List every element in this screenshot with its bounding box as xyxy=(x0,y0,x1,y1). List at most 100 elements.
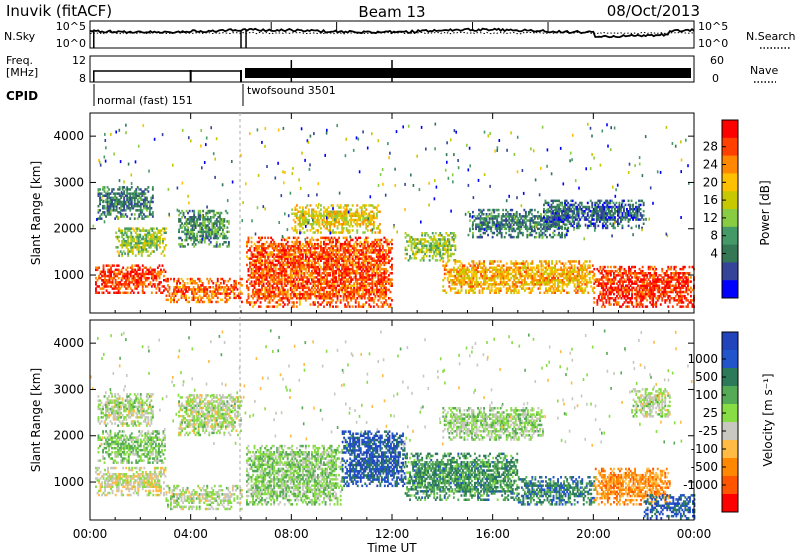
heatmap-cell xyxy=(516,285,519,288)
cpid-label: CPID xyxy=(6,89,38,103)
heatmap-cell xyxy=(100,217,103,220)
heatmap-cell xyxy=(570,264,573,267)
heatmap-cell xyxy=(332,272,334,275)
heatmap-cell xyxy=(336,261,339,265)
heatmap-cell xyxy=(194,224,197,227)
heatmap-cell xyxy=(140,279,143,282)
heatmap-cell xyxy=(215,245,218,248)
heatmap-cell xyxy=(227,241,230,244)
heatmap-cell xyxy=(298,278,301,281)
heatmap-cell xyxy=(282,249,285,252)
heatmap-cell xyxy=(333,276,336,279)
heatmap-cell xyxy=(332,274,334,277)
heatmap-cell xyxy=(279,251,282,254)
heatmap-cell xyxy=(99,215,101,218)
heatmap-cell xyxy=(280,297,283,300)
heatmap-cell xyxy=(262,255,265,258)
heatmap-cell xyxy=(255,269,257,273)
heatmap-cell xyxy=(301,255,304,258)
heatmap-cell xyxy=(222,288,225,291)
heatmap-cell xyxy=(312,284,315,287)
heatmap-cell xyxy=(344,272,347,275)
heatmap-cell xyxy=(295,284,298,287)
heatmap-cell xyxy=(201,284,204,287)
heatmap-cell xyxy=(212,230,215,234)
heatmap-cell xyxy=(250,261,253,265)
heatmap-cell xyxy=(188,236,191,240)
heatmap-cell xyxy=(336,253,339,256)
heatmap-cell xyxy=(121,244,124,247)
heatmap-cell xyxy=(140,252,143,255)
heatmap-cell xyxy=(330,247,333,250)
heatmap-cell xyxy=(156,283,159,286)
heatmap-cell xyxy=(130,200,133,204)
heatmap-cell xyxy=(111,190,113,193)
heatmap-cell xyxy=(233,296,236,300)
heatmap-cell xyxy=(189,282,192,285)
heatmap-cell xyxy=(194,220,197,223)
heatmap-cell xyxy=(141,198,144,202)
heatmap-cell xyxy=(124,227,127,230)
heatmap-cell xyxy=(203,292,206,295)
heatmap-cell xyxy=(200,241,203,244)
heatmap-cell xyxy=(150,291,153,294)
heatmap-cell xyxy=(109,204,112,208)
heatmap-cell xyxy=(131,248,134,251)
heatmap-cell xyxy=(203,218,206,221)
heatmap-cell xyxy=(202,236,205,240)
heatmap-cell xyxy=(193,241,196,244)
heatmap-cell xyxy=(115,235,118,239)
heatmap-cell xyxy=(137,233,140,237)
heatmap-cell xyxy=(107,281,109,284)
heatmap-cell xyxy=(317,274,319,277)
heatmap-cell xyxy=(499,287,502,290)
heatmap-cell xyxy=(128,227,131,230)
heatmap-cell xyxy=(127,202,130,206)
heatmap-cell xyxy=(102,266,105,269)
heatmap-cell xyxy=(312,303,315,306)
heatmap-cell xyxy=(330,286,333,290)
heatmap-cell xyxy=(170,277,172,281)
heatmap-cell xyxy=(327,286,330,290)
heatmap-cell xyxy=(105,281,108,284)
heatmap-cell xyxy=(333,244,336,248)
heatmap-cell xyxy=(304,251,307,254)
heatmap-cell xyxy=(113,287,116,290)
heatmap-cell xyxy=(315,297,318,300)
heatmap-cell xyxy=(105,194,107,197)
heatmap-cell xyxy=(114,209,117,212)
heatmap-cell xyxy=(140,237,143,241)
heatmap-cell xyxy=(291,208,294,211)
heatmap-cell xyxy=(330,267,333,271)
heatmap-cell xyxy=(304,240,307,244)
heatmap-cell xyxy=(167,298,169,302)
heatmap-cell xyxy=(125,227,128,230)
heatmap-cell xyxy=(112,207,115,210)
heatmap-cell xyxy=(193,245,196,248)
heatmap-cell xyxy=(130,250,133,253)
heatmap-cell xyxy=(282,263,285,267)
heatmap-cell xyxy=(163,254,166,257)
heatmap-cell xyxy=(330,282,333,285)
heatmap-cell xyxy=(256,299,259,302)
heatmap-cell xyxy=(258,253,260,256)
heatmap-cell xyxy=(147,207,150,210)
heatmap-cell xyxy=(136,198,139,202)
heatmap-cell xyxy=(250,267,253,271)
heatmap-cell xyxy=(209,216,212,219)
heatmap-cell xyxy=(236,288,239,291)
heatmap-cell xyxy=(314,247,316,250)
heatmap-cell xyxy=(170,298,172,302)
heatmap-cell xyxy=(283,303,286,306)
heatmap-cell xyxy=(225,300,228,304)
heatmap-cell xyxy=(160,268,162,272)
heatmap-cell xyxy=(268,290,271,294)
heatmap-cell xyxy=(143,281,146,284)
heatmap-cell xyxy=(317,305,319,308)
heatmap-cell xyxy=(324,269,327,273)
heatmap-cell xyxy=(294,263,297,267)
heatmap-cell xyxy=(274,286,277,290)
heatmap-cell xyxy=(218,288,221,291)
heatmap-cell xyxy=(152,244,155,247)
heatmap-cell xyxy=(206,226,209,229)
